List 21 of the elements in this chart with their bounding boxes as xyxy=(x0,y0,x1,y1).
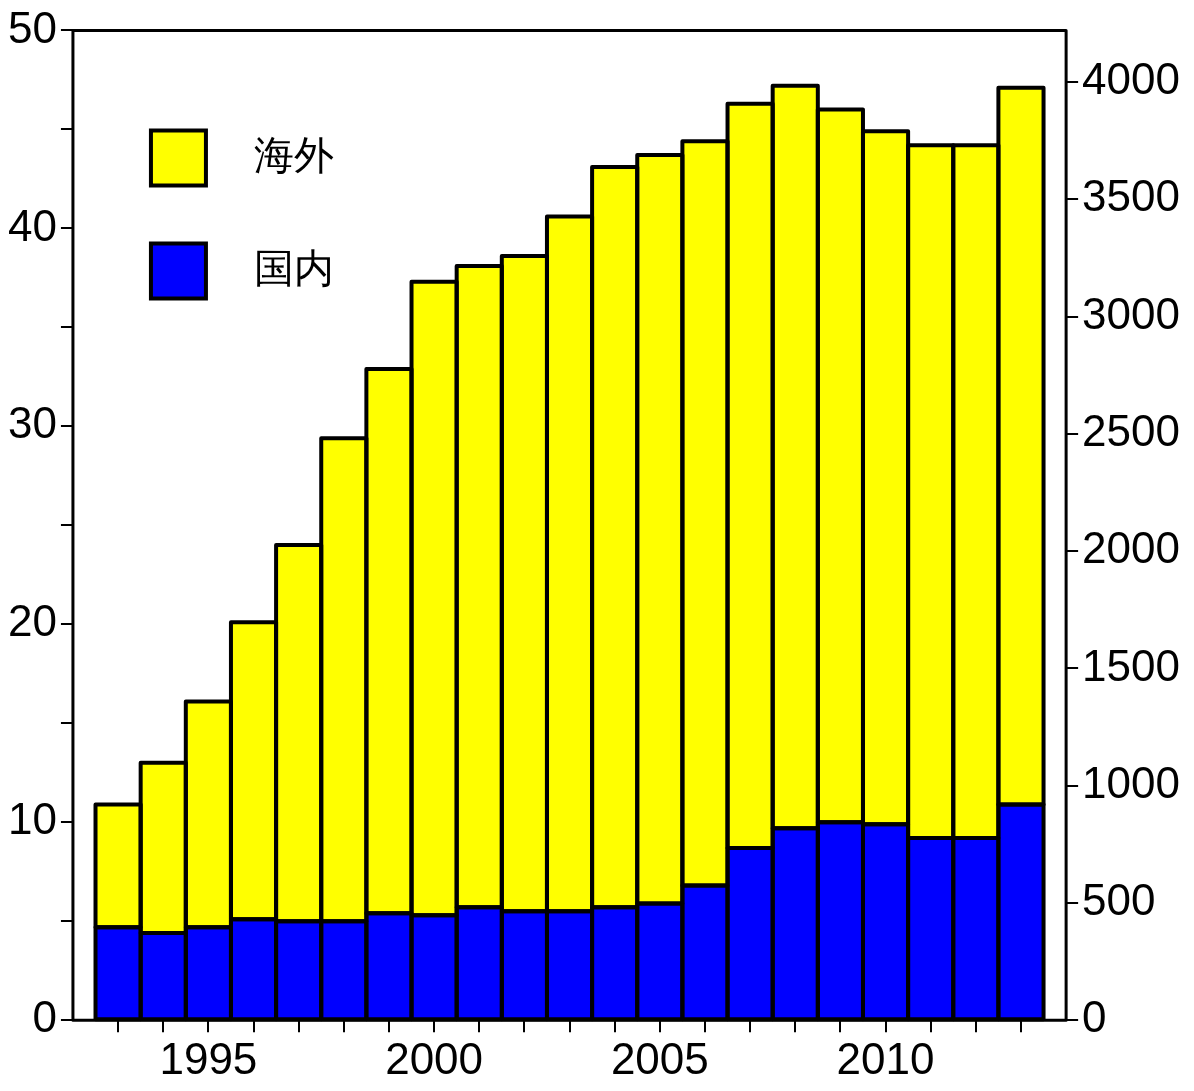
y2-tick-label: 0 xyxy=(1082,992,1107,1042)
x-tick-label: 2005 xyxy=(610,1033,709,1083)
y2-tick-label: 4000 xyxy=(1082,54,1181,104)
y-tick-label: 30 xyxy=(7,398,57,448)
y2-tick-label: 3000 xyxy=(1082,288,1181,338)
x-tick-label: 1995 xyxy=(159,1033,258,1083)
y2-tick-label: 500 xyxy=(1082,875,1156,925)
y2-tick-label: 1500 xyxy=(1082,640,1181,690)
legend-label: 国内 xyxy=(253,246,334,291)
y-tick-label: 0 xyxy=(32,992,57,1042)
x-tick-label: 2010 xyxy=(836,1033,935,1083)
y-tick-label: 20 xyxy=(7,596,57,646)
y-tick-label: 50 xyxy=(7,2,57,52)
x-tick-label: 2000 xyxy=(385,1033,484,1083)
y2-tick-label: 1000 xyxy=(1082,757,1181,807)
y-tick-label: 10 xyxy=(7,794,57,844)
legend-label: 海外 xyxy=(253,133,334,178)
y2-tick-label: 2500 xyxy=(1082,405,1181,455)
y2-tick-label: 3500 xyxy=(1082,171,1181,221)
y-tick-label: 40 xyxy=(7,200,57,250)
y2-tick-label: 2000 xyxy=(1082,523,1181,573)
